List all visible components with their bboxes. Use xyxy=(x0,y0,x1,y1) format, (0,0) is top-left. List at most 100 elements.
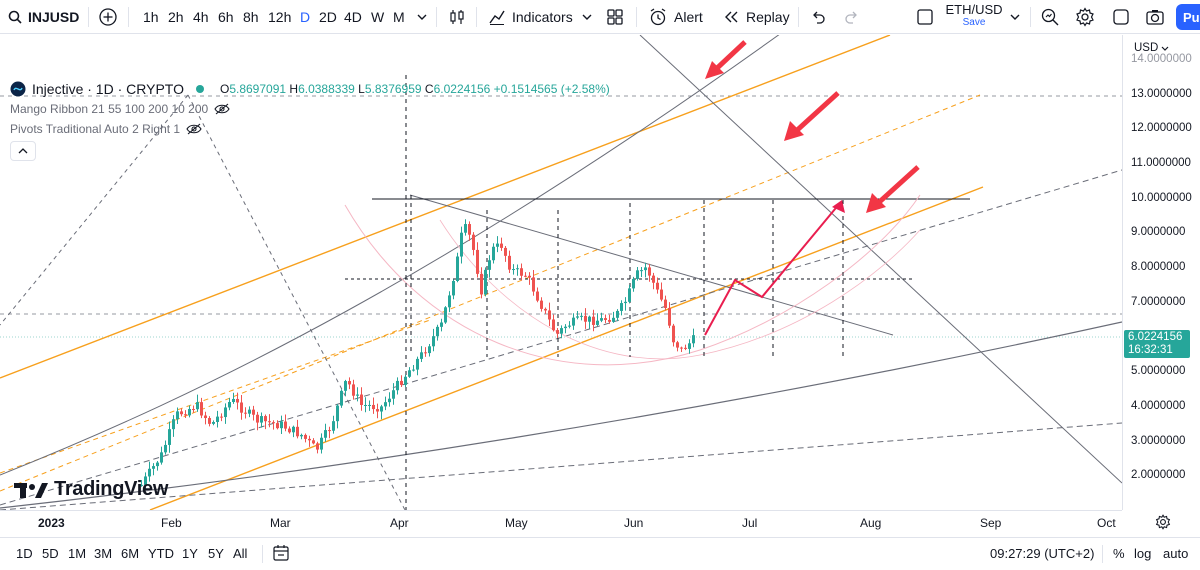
chart-pane[interactable]: Injective · 1D · CRYPTO O5.8697091 H6.03… xyxy=(0,35,1122,510)
save-label[interactable]: Save xyxy=(962,17,986,28)
indicator-row-pivots[interactable]: Pivots Traditional Auto 2 Right 1 xyxy=(10,119,610,139)
candle-body xyxy=(388,398,391,403)
orange-channel[interactable] xyxy=(0,35,984,510)
interval-1h[interactable]: 1h xyxy=(143,9,159,25)
range-1y[interactable]: 1Y xyxy=(182,546,198,561)
compare-button[interactable] xyxy=(98,0,118,34)
range-5d[interactable]: 5D xyxy=(42,546,59,561)
interval-2h[interactable]: 2h xyxy=(168,9,184,25)
candles-icon xyxy=(450,10,464,24)
interval-w[interactable]: W xyxy=(371,9,385,25)
candle-body xyxy=(216,416,219,423)
candle-body xyxy=(508,255,511,270)
interval-12h[interactable]: 12h xyxy=(268,9,292,25)
indicator-row-mango[interactable]: Mango Ribbon 21 55 100 200 10 200 xyxy=(10,99,610,119)
snapshot-button[interactable] xyxy=(1145,0,1165,34)
intervals-dropdown[interactable] xyxy=(417,0,427,34)
templates-button[interactable] xyxy=(606,0,624,34)
range-3m[interactable]: 3M xyxy=(94,546,113,561)
date-range-button[interactable] xyxy=(272,544,290,567)
indicator-mango-label: Mango Ribbon 21 55 100 200 10 200 xyxy=(10,102,209,116)
time-axis[interactable]: 2023 Feb Mar Apr May Jun Jul Aug Sep Oct xyxy=(0,510,1122,536)
indicator-pivots-label: Pivots Traditional Auto 2 Right 1 xyxy=(10,122,181,136)
candle-body xyxy=(416,358,419,370)
publish-button[interactable]: Pu xyxy=(1176,4,1200,30)
compare-symbol[interactable]: ETH/USD Save xyxy=(944,3,1004,29)
indicators-dropdown[interactable] xyxy=(582,0,592,34)
candle-body xyxy=(604,318,607,320)
range-6m[interactable]: 6M xyxy=(121,546,140,561)
chevron-down-icon xyxy=(1010,14,1020,20)
auto-toggle[interactable]: auto xyxy=(1163,546,1189,561)
eye-off-icon[interactable] xyxy=(214,103,230,115)
watermark-text: TradingView xyxy=(54,478,169,500)
candle-body xyxy=(452,281,455,296)
indicators-button[interactable]: Indicators xyxy=(488,0,573,34)
candle-body xyxy=(372,404,375,410)
alert-label: Alert xyxy=(674,9,703,25)
timezone-clock[interactable]: 09:27:29 (UTC+2) xyxy=(990,546,1095,561)
legend-collapse-button[interactable] xyxy=(10,141,36,161)
range-all[interactable]: All xyxy=(233,546,248,561)
redo-button[interactable] xyxy=(844,0,860,34)
interval-2d[interactable]: 2D xyxy=(319,9,337,25)
interval-6h[interactable]: 6h xyxy=(218,9,234,25)
fullscreen-button[interactable] xyxy=(1112,0,1130,34)
eye-off-icon[interactable] xyxy=(186,123,202,135)
candle-body xyxy=(656,282,659,290)
interval-d[interactable]: D xyxy=(300,9,311,25)
undo-icon xyxy=(813,11,825,24)
alert-button[interactable]: Alert xyxy=(648,0,703,34)
time-tick: May xyxy=(505,516,528,530)
symbol-search[interactable]: INJUSD xyxy=(8,0,79,34)
chart-type-button[interactable] xyxy=(448,0,466,34)
redo-icon xyxy=(845,11,857,24)
log-toggle[interactable]: log xyxy=(1134,546,1152,561)
candle-body xyxy=(204,415,207,419)
range-1d[interactable]: 1D xyxy=(16,546,33,561)
interval-m[interactable]: M xyxy=(393,9,405,25)
interval-8h[interactable]: 8h xyxy=(243,9,259,25)
interval-4d[interactable]: 4D xyxy=(344,9,362,25)
projection-annotation[interactable] xyxy=(704,40,920,336)
legend-ohlc: O5.8697091 H6.0388339 L5.8376959 C6.0224… xyxy=(220,82,610,96)
interval-4h[interactable]: 4h xyxy=(193,9,209,25)
range-5y[interactable]: 5Y xyxy=(208,546,224,561)
undo-button[interactable] xyxy=(810,0,826,34)
candle-body xyxy=(220,416,223,418)
candlestick-series[interactable] xyxy=(140,219,695,490)
candle-body xyxy=(276,423,279,429)
range-1m[interactable]: 1M xyxy=(68,546,87,561)
currency-selector[interactable]: USD xyxy=(1134,42,1169,54)
layout-checkbox[interactable] xyxy=(916,0,934,34)
range-ytd[interactable]: YTD xyxy=(148,546,174,561)
legend-symbol-title[interactable]: Injective · 1D · CRYPTO xyxy=(32,81,184,97)
quick-search-button[interactable] xyxy=(1040,0,1060,34)
candle-body xyxy=(436,326,439,337)
settings-icon xyxy=(1076,7,1094,27)
candle-body xyxy=(444,307,447,323)
candle-body xyxy=(212,422,215,424)
candle-body xyxy=(448,295,451,308)
candle-body xyxy=(368,404,371,406)
candle-body xyxy=(284,421,287,429)
price-tick: 9.0000000 xyxy=(1131,226,1186,238)
candle-body xyxy=(540,300,543,309)
divider xyxy=(476,7,477,27)
candle-body xyxy=(312,440,315,444)
layout-dropdown[interactable] xyxy=(1010,0,1020,34)
axis-settings-button[interactable] xyxy=(1155,514,1171,535)
close-value: 6.0224156 xyxy=(433,82,491,96)
replay-button[interactable]: Replay xyxy=(722,0,790,34)
chart-canvas[interactable] xyxy=(0,35,1122,510)
price-axis[interactable]: 14.0000000 13.0000000 12.0000000 11.0000… xyxy=(1122,35,1200,510)
candle-body xyxy=(632,278,635,289)
tradingview-watermark: TradingView xyxy=(14,478,168,501)
candle-body xyxy=(392,390,395,399)
settings-button[interactable] xyxy=(1075,0,1095,34)
percent-toggle[interactable]: % xyxy=(1113,546,1125,561)
candle-body xyxy=(344,381,347,391)
candle-body xyxy=(596,320,599,325)
candle-body xyxy=(156,462,159,467)
price-tick: 5.0000000 xyxy=(1131,365,1186,377)
